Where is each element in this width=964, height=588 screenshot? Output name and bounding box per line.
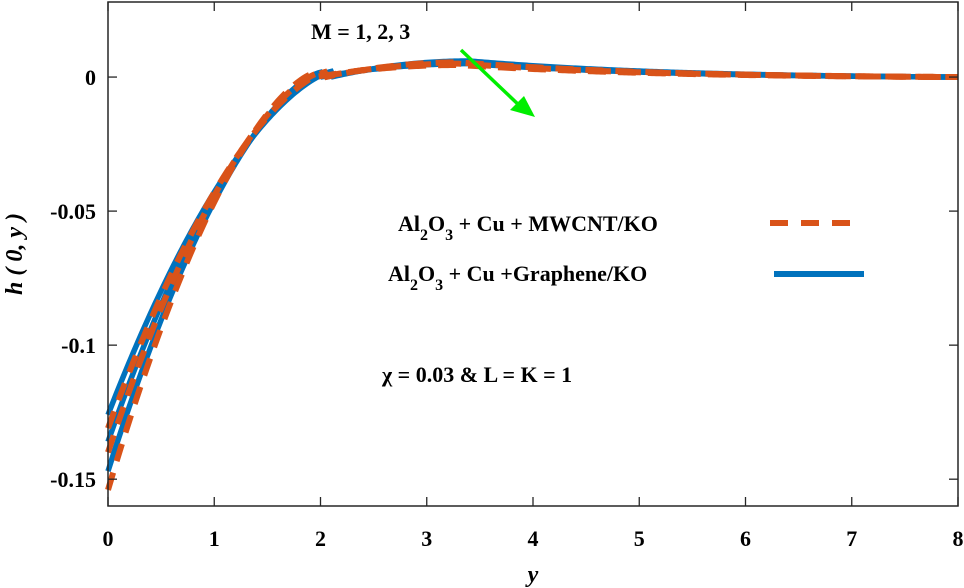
legend: Al2O3 + Cu + MWCNT/KO Al2O3 + Cu +Graphe…: [388, 211, 864, 294]
mwcnt-curve-M3: [105, 62, 959, 491]
x-tick-label: 7: [846, 526, 857, 551]
y-tick-label: 0: [85, 65, 96, 90]
y-axis-ticks: 0 -0.05 -0.1 -0.15: [50, 65, 958, 492]
svg-text:Al2O3 + Cu + MWCNT/KO: Al2O3 + Cu + MWCNT/KO: [398, 211, 658, 244]
y-tick-label: -0.1: [61, 333, 96, 358]
x-tick-label: 8: [953, 526, 964, 551]
x-tick-label: 4: [528, 526, 539, 551]
legend-item-graphene: Al2O3 + Cu +Graphene/KO: [388, 261, 864, 294]
x-axis-label: y: [525, 562, 539, 588]
m-parameter-annotation: M = 1, 2, 3: [311, 19, 410, 44]
y-tick-label: -0.15: [50, 467, 96, 492]
x-tick-label: 3: [421, 526, 432, 551]
x-tick-label: 6: [740, 526, 751, 551]
x-axis-ticks: 0 1 2 3 4 5 6 7 8: [103, 2, 964, 551]
svg-text:Al2O3 + Cu +Graphene/KO: Al2O3 + Cu +Graphene/KO: [388, 261, 647, 294]
parameters-annotation: χ = 0.03 & L = K = 1: [381, 362, 572, 387]
mwcnt-curve-M2: [105, 60, 959, 454]
x-tick-label: 1: [209, 526, 220, 551]
y-axis-label: h ( 0, y ): [2, 213, 28, 295]
x-tick-label: 0: [103, 526, 114, 551]
arrow-icon: [459, 48, 535, 117]
x-tick-label: 2: [315, 526, 326, 551]
x-tick-label: 5: [634, 526, 645, 551]
y-tick-label: -0.05: [50, 199, 96, 224]
legend-item-mwcnt: Al2O3 + Cu + MWCNT/KO: [398, 211, 862, 244]
plot-curves: [105, 58, 959, 491]
